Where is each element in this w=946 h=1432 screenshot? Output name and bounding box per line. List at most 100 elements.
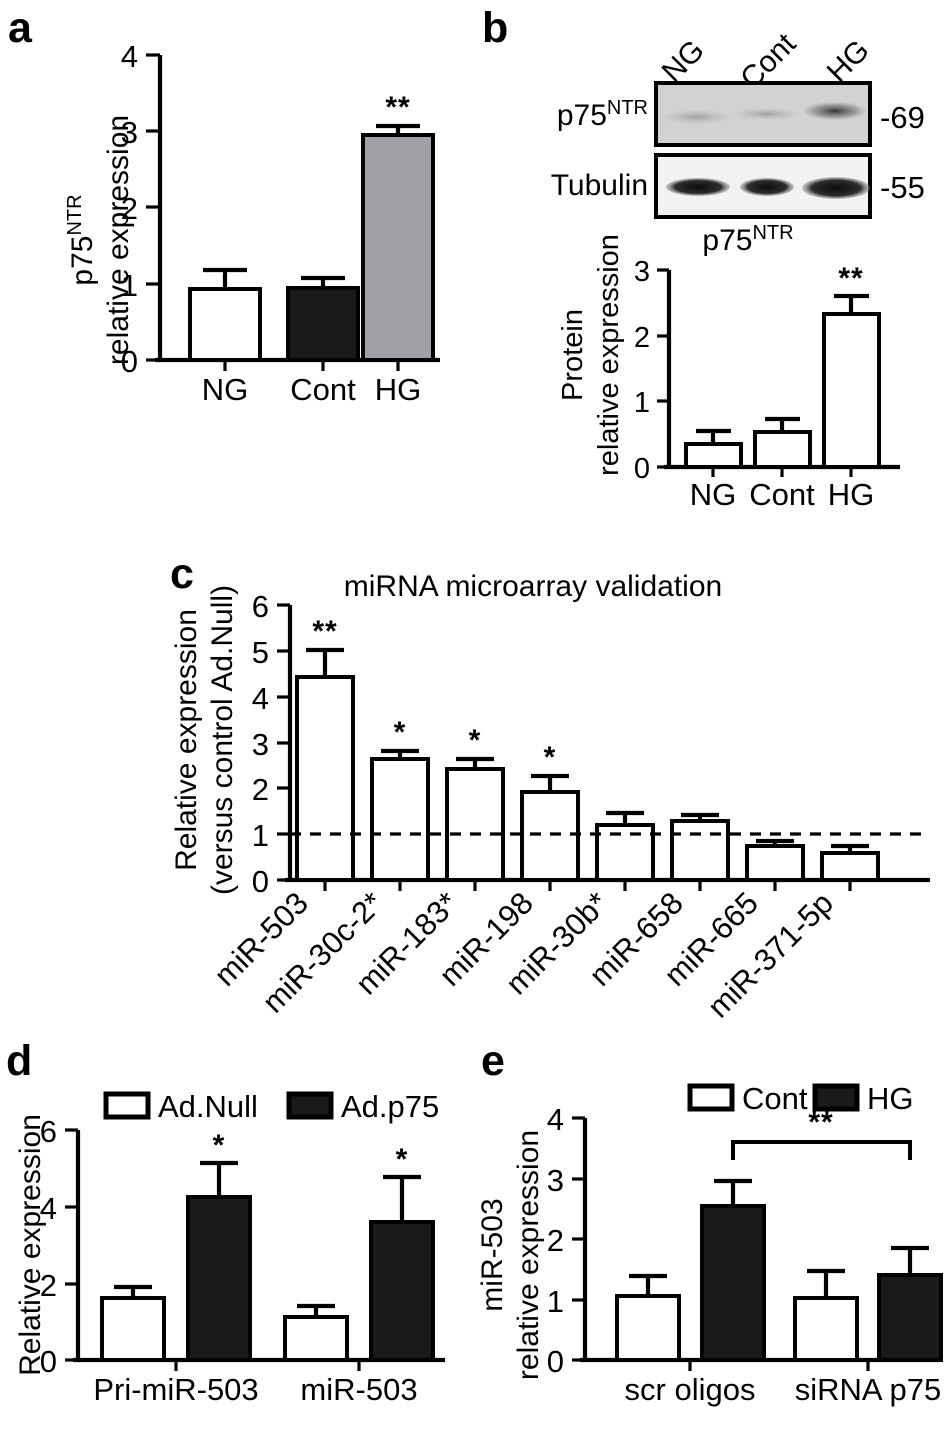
- panel-a-ytick-4: 4: [121, 39, 138, 74]
- panel-d-ytick-2: 2: [40, 1268, 57, 1303]
- panel-e-bar-g1-HG: [877, 1273, 943, 1362]
- svg-text:relative expression: relative expression: [593, 234, 625, 476]
- panel-b-lane-0: NG: [656, 34, 711, 89]
- panel-a-ytick-1: 1: [121, 268, 138, 303]
- panel-d-ylabel: Relative expression: [14, 1114, 47, 1376]
- panel-a-bar-HG: [361, 133, 435, 362]
- panel-e-yticks: 4 3 2 1 0: [547, 1102, 585, 1379]
- panel-a-ytick-3: 3: [121, 115, 138, 150]
- panel-a: a p75NTR relative expression 4 3 2 1 0: [8, 4, 440, 407]
- panel-b-errorbars: [696, 293, 869, 444]
- panel-e-ytick-2: 2: [547, 1223, 564, 1258]
- panel-d-ytick-4: 4: [40, 1191, 57, 1226]
- panel-c-errorbars: [306, 647, 869, 853]
- panel-c-ylabel-line1: Relative expression: [170, 609, 203, 871]
- panel-b-bar-NG: [684, 442, 743, 469]
- panel-b-blot-p75: [654, 81, 872, 147]
- panel-a-ylabel-sup: NTR: [64, 194, 86, 235]
- panel-e-legend-swatch-0: [687, 1083, 735, 1112]
- panel-d-sig-g0: *: [213, 1129, 226, 1162]
- panel-c-ytick-3: 3: [252, 727, 269, 762]
- panel-b-bar-Cont: [753, 430, 812, 469]
- panel-b-ylabel-line1: Protein: [557, 309, 589, 401]
- panel-b-ytick-3: 3: [634, 256, 650, 288]
- panel-c-letter: c: [170, 550, 194, 598]
- svg-text:Relative expression: Relative expression: [14, 1114, 47, 1376]
- panel-b-bar-HG: [822, 312, 881, 469]
- panel-e-legend-label-0: Cont: [742, 1081, 808, 1116]
- panel-e-significance-bracket: [731, 1140, 912, 1160]
- svg-text:p75NTR: p75NTR: [64, 194, 99, 285]
- panel-a-bar-NG: [188, 287, 262, 362]
- panel-c-ytick-2: 2: [252, 772, 269, 807]
- panel-a-sig-HG: **: [385, 91, 410, 124]
- panel-b-xlabel-1: Cont: [749, 477, 815, 512]
- panel-e: e Cont HG miR-503 relative expression 4 …: [476, 1037, 943, 1407]
- panel-e-ytick-3: 3: [547, 1163, 564, 1198]
- svg-text:Relative expression: Relative expression: [170, 609, 203, 871]
- panel-a-errorbars: [203, 123, 420, 289]
- panel-e-legend: Cont HG: [687, 1081, 914, 1116]
- panel-e-bracket-label: **: [808, 1106, 833, 1139]
- svg-text:Protein: Protein: [557, 309, 589, 401]
- panel-d-yticks: 6 4 2 0: [40, 1114, 78, 1379]
- panel-e-ytick-4: 4: [547, 1102, 564, 1137]
- panel-c-xticks: [323, 880, 852, 891]
- panel-b-mw-0: -69: [880, 100, 925, 135]
- panel-a-ylabel: p75NTR: [64, 194, 99, 285]
- panel-a-ylabel-line2: relative expression: [102, 115, 135, 365]
- panel-c-sig-1: *: [394, 716, 407, 749]
- panel-c-sig-0: **: [312, 615, 337, 648]
- panel-b-blot-tubulin: [654, 153, 872, 219]
- panel-e-xlabel-1: siRNA p75: [795, 1372, 941, 1407]
- panel-a-xlabel-1: Cont: [290, 372, 356, 407]
- panel-d-bar-g1-AdNull: [283, 1315, 349, 1362]
- panel-c-ytick-4: 4: [252, 681, 269, 716]
- panel-a-xlabel-2: HG: [375, 372, 422, 407]
- panel-b-lane-2: HG: [821, 34, 876, 89]
- panel-c-ylabel-line2: (versus control Ad.Null): [206, 585, 239, 895]
- panel-d-ytick-6: 6: [40, 1114, 57, 1149]
- panel-c: c miRNA microarray validation Relative e…: [170, 550, 930, 1024]
- panel-b-blot-label-0: p75NTR: [557, 97, 648, 132]
- panel-e-legend-swatch-1: [812, 1083, 860, 1112]
- panel-e-errorbars: [629, 1178, 929, 1298]
- panel-d-bar-g0-Adp75: [186, 1195, 252, 1362]
- panel-c-ytick-1: 1: [252, 818, 269, 853]
- panel-b-xlabel-2: HG: [828, 477, 875, 512]
- svg-text:relative expression: relative expression: [512, 1130, 545, 1380]
- panel-d: d Ad.Null Ad.p75 Relative expression 6 4…: [6, 1037, 445, 1407]
- panel-a-xlabel-0: NG: [202, 372, 249, 407]
- panel-b-xlabel-0: NG: [690, 477, 737, 512]
- panel-d-legend-swatch-0: [103, 1091, 151, 1120]
- panel-b-sig-HG: **: [838, 262, 863, 295]
- panel-c-bar-0: [295, 675, 355, 882]
- panel-d-legend-label-1: Ad.p75: [341, 1089, 439, 1124]
- panel-a-ylabel-line1: p75: [66, 236, 99, 286]
- panel-c-bar-4: [595, 823, 655, 882]
- panel-c-sig-3: *: [544, 741, 557, 774]
- panel-d-xlabel-0: Pri-miR-503: [93, 1372, 258, 1407]
- panel-e-legend-label-1: HG: [867, 1081, 914, 1116]
- panel-b-blot-label-1: Tubulin: [551, 169, 648, 202]
- panel-b-ytick-1: 1: [634, 387, 650, 419]
- panel-c-ytick-5: 5: [252, 635, 269, 670]
- panel-c-bar-1: [370, 757, 430, 882]
- panel-b-mw-1: -55: [880, 170, 925, 205]
- panel-d-legend-label-0: Ad.Null: [158, 1089, 258, 1124]
- panel-c-ytick-6: 6: [252, 589, 269, 624]
- panel-d-bar-g1-Adp75: [369, 1220, 435, 1362]
- panel-c-xlabels: miR-503 miR-30c-2* miR-183* miR-198 miR-…: [207, 885, 840, 1024]
- panel-a-letter: a: [8, 4, 33, 52]
- panel-c-bar-2: [445, 767, 505, 882]
- panel-d-ytick-0: 0: [40, 1344, 57, 1379]
- panel-b-ylabel-line2: relative expression: [593, 234, 625, 476]
- panel-c-title: miRNA microarray validation: [344, 570, 722, 603]
- panel-d-letter: d: [6, 1037, 32, 1085]
- panel-c-bar-7: [820, 851, 880, 882]
- panel-a-ylabel2: relative expression: [102, 115, 135, 365]
- svg-text:(versus control Ad.Null): (versus control Ad.Null): [206, 585, 239, 895]
- panel-d-errorbars: [114, 1160, 421, 1317]
- panel-e-bar-g1-Cont: [793, 1296, 859, 1362]
- svg-text:miR-503: miR-503: [476, 1198, 509, 1311]
